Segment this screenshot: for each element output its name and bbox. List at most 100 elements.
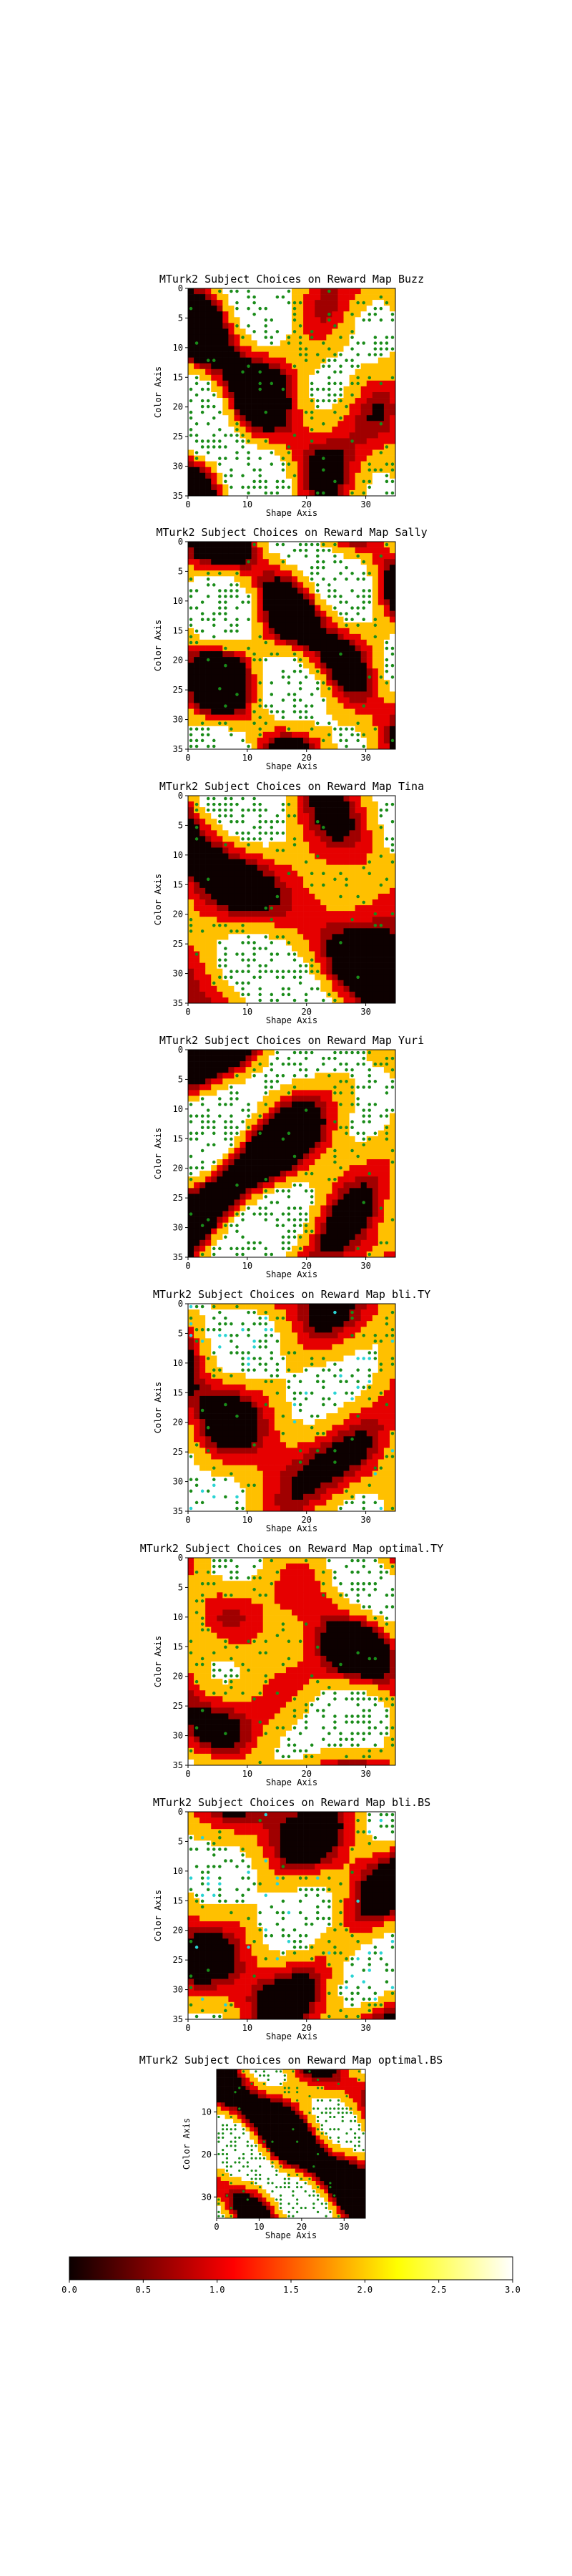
heatmap-cell [222,917,229,923]
heatmap-cell [268,455,275,462]
heatmap-cell [194,369,200,376]
choice-marker [390,652,395,656]
choice-marker [235,693,239,696]
heatmap-cell [337,306,344,312]
heatmap-cell [217,449,223,456]
heatmap-cell [268,559,275,565]
heatmap-cell [280,426,287,433]
heatmap-cell [222,547,229,554]
choice-marker [322,491,325,495]
heatmap-cell [309,951,315,957]
choice-marker [304,992,308,997]
heatmap-cell [303,461,310,468]
heatmap-cell [297,380,304,387]
heatmap-cell [262,599,270,605]
heatmap-cell [222,864,229,872]
heatmap-cell [378,691,385,698]
heatmap-cell [251,997,257,1004]
heatmap-cell [360,351,368,358]
heatmap-cell [234,565,240,571]
heatmap-cell [309,819,315,825]
choice-marker [298,716,302,719]
heatmap-cell [389,559,396,565]
heatmap-cell [194,409,200,416]
choice-marker [287,693,291,696]
heatmap-cell [262,380,270,387]
heatmap-cell [343,807,350,814]
heatmap-cell [240,542,246,548]
heatmap-cell [194,559,200,565]
heatmap-cell [366,553,373,560]
choice-marker [270,318,274,322]
choice-marker [350,381,354,386]
heatmap-cell [194,489,200,497]
heatmap-cell [343,421,350,427]
heatmap-cell [222,306,229,312]
heatmap-cell [320,294,327,301]
heatmap-cell [355,559,361,565]
heatmap-cell [245,893,252,900]
choice-marker [230,733,233,737]
heatmap-cell [199,346,206,352]
heatmap-cell [274,449,281,456]
heatmap-cell [349,306,355,312]
heatmap-cell [188,962,194,969]
heatmap-cell [188,703,194,709]
heatmap-cell [188,478,194,485]
heatmap-cell [366,830,373,836]
heatmap-cell [349,905,355,912]
heatmap-cell [257,587,264,594]
choice-marker [292,698,297,702]
heatmap-cell [228,1050,235,1056]
heatmap-cell [303,576,310,582]
heatmap-cell [280,824,287,831]
heatmap-cell [383,940,390,946]
heatmap-cell [320,306,327,312]
heatmap-cell [262,668,270,675]
heatmap-cell [337,743,344,750]
heatmap-cell [274,697,281,703]
heatmap-cell [245,311,252,318]
heatmap-cell [268,300,275,306]
heatmap-cell [217,853,223,859]
heatmap-cell [309,911,315,917]
choice-marker [333,877,337,882]
heatmap-cell [188,934,194,940]
choice-marker [270,906,274,910]
heatmap-cell [205,686,212,692]
heatmap-cell [228,570,235,577]
heatmap-cell [245,392,252,399]
heatmap-cell [257,622,264,629]
heatmap-cell [355,980,361,987]
heatmap-cell [285,622,292,629]
heatmap-cell [343,720,350,727]
heatmap-cell [320,691,327,698]
choice-marker [258,704,262,708]
heatmap-cell [315,334,321,341]
heatmap-cell [366,980,373,987]
heatmap-cell [194,796,200,802]
heatmap-cell [285,1050,292,1056]
heatmap-cell [199,980,206,987]
heatmap-cell [245,887,252,894]
choice-marker [368,872,372,876]
heatmap-cell [211,374,217,381]
heatmap-cell [257,334,264,341]
heatmap-cell [343,645,350,652]
heatmap-cell [280,311,287,318]
heatmap-cell [332,421,338,427]
choice-marker [379,422,383,426]
choice-marker [373,727,378,731]
choice-marker [275,894,280,899]
heatmap-cell [320,899,327,906]
heatmap-cell [257,743,264,750]
heatmap-cell [211,697,217,703]
heatmap-cell [378,455,385,462]
heatmap-cell [332,328,338,335]
heatmap-cell [245,582,252,588]
heatmap-cell [337,587,344,594]
choice-marker [315,548,320,552]
heatmap-cell [372,628,379,635]
heatmap-cell [268,328,275,335]
heatmap-cell [355,985,361,992]
